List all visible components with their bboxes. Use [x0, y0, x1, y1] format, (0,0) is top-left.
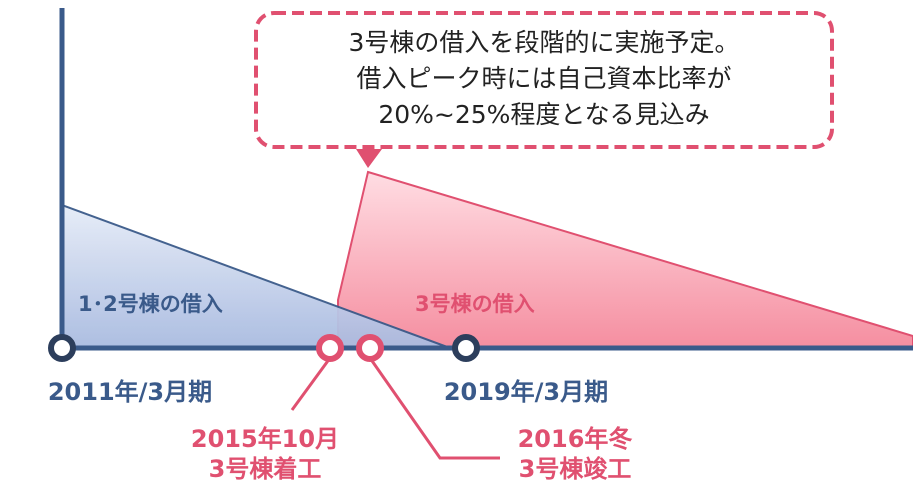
milestone	[316, 334, 344, 362]
event-label: 2016年冬	[518, 425, 633, 453]
date-label: 2019年/3月期	[444, 378, 608, 406]
event-label: 2015年10月	[191, 425, 339, 453]
new-loan-area	[337, 170, 913, 349]
leader-line	[290, 357, 332, 411]
area-label: 3号棟の借入	[415, 292, 535, 316]
milestone	[356, 334, 384, 362]
callout-box	[254, 11, 834, 149]
event-label: 3号棟着工	[209, 455, 322, 483]
milestone	[48, 334, 76, 362]
callout-line: 20%~25%程度となる見込み	[378, 100, 709, 129]
event-label: 3号棟竣工	[519, 455, 632, 483]
leader-line	[368, 357, 500, 460]
callout-line: 3号棟の借入を段階的に実施予定。	[349, 28, 740, 57]
callout-line: 借入ピーク時には自己資本比率が	[356, 64, 731, 93]
date-label: 2011年/3月期	[48, 378, 212, 406]
milestone	[452, 334, 480, 362]
callout-pointer	[356, 149, 382, 168]
area-label: 1･2号棟の借入	[78, 292, 223, 316]
